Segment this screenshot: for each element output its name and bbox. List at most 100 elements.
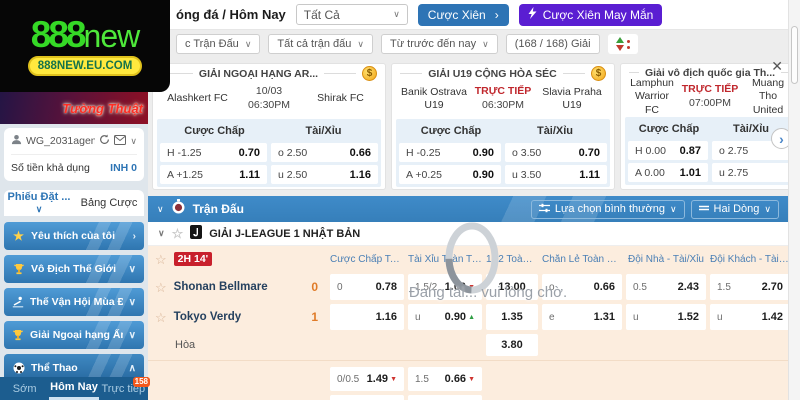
league-row[interactable]: ∨ ☆ GIẢI J-LEAGUE 1 NHẬT BẢN: [148, 222, 800, 246]
odds-cell[interactable]: u 2.75: [712, 163, 792, 182]
sidebar-item-world-cup[interactable]: Vô Địch Thế Giới ∨: [4, 255, 144, 283]
odds-cell[interactable]: 1.16: [330, 304, 404, 330]
chevron-down-icon: ∨: [393, 9, 400, 19]
table-row-secondline: 0/0.5 1.49 ▼ 1.5 0.66 ▼: [148, 365, 800, 393]
sidebar-item-indian-league[interactable]: Giải Ngoại hạng Ấn Độ ∨: [4, 321, 144, 349]
chevron-down-icon: ∨: [357, 38, 364, 49]
odds-cell[interactable]: 1.35: [486, 304, 538, 330]
odds-cell[interactable]: u 1.42: [710, 304, 790, 330]
odds-cell[interactable]: o 2.75: [712, 141, 792, 160]
odds-cell[interactable]: u 2.50 1.16: [271, 165, 378, 184]
odds-cell[interactable]: A 0.00 1.01: [628, 163, 708, 182]
odds-cell[interactable]: [330, 395, 404, 400]
tab-early[interactable]: Sớm: [12, 382, 37, 395]
sidebar-item-favorites[interactable]: ★ Yêu thích của tôi ›: [4, 222, 144, 250]
lucky-parlay-button[interactable]: Cược Xiên May Mắn: [518, 3, 663, 26]
odds-cell[interactable]: o 2.50 0.66: [271, 143, 378, 162]
chevron-right-icon: ›: [132, 230, 136, 242]
domain-pill: 888NEW.EU.COM: [27, 56, 143, 76]
match-schedule: TRỰC TIẾP 06:30PM: [474, 85, 532, 111]
filter-toolbar: c Trận Đấu ∨ Tất cả trận đấu ∨ Từ trước …: [148, 30, 800, 58]
odds-cell[interactable]: u 0.90 ▲: [408, 304, 482, 330]
odds-cell[interactable]: H -1.25 0.70: [160, 143, 267, 162]
league-logo-icon: [190, 225, 203, 242]
favorite-star-icon[interactable]: ☆: [155, 251, 167, 267]
all-matches-dropdown[interactable]: Tất cả trận đấu ∨: [268, 34, 373, 54]
chevron-down-icon[interactable]: ∨: [130, 135, 137, 146]
odds-cell[interactable]: 1.5 0.66 ▼: [408, 367, 482, 391]
line-mode-dropdown[interactable]: Hai Dòng ∨: [690, 199, 779, 219]
live-odds-table: ☆ 2H 14' Cược Chấp Toàn Tr... Tài Xỉu To…: [148, 246, 800, 400]
chevron-down-icon: ∨: [482, 38, 489, 49]
tab-ticket[interactable]: Phiếu Đặt ... ∨: [7, 191, 71, 214]
chevron-down-icon[interactable]: ∨: [157, 203, 164, 214]
overunder-header: Tài/Xỉu: [305, 125, 342, 137]
tab-today[interactable]: Hôm Nay: [49, 377, 99, 400]
table-row: ☆ Shonan Bellmare 0 0 0.78 1.5/2 1.00 ▼ 13.…: [148, 272, 800, 302]
odds-cell[interactable]: e 1.31: [542, 304, 622, 330]
away-team: Shirak FC: [317, 92, 364, 105]
scrollbar-thumb[interactable]: [791, 26, 798, 84]
column-header: Chẵn Lẻ Toàn Trận: [542, 253, 624, 265]
home-score: 0: [311, 280, 318, 294]
brand-logo[interactable]: 888new 888NEW.EU.COM: [0, 0, 170, 92]
match-type-dropdown[interactable]: c Trận Đấu ∨: [176, 34, 261, 54]
favorite-star-icon[interactable]: ☆: [155, 279, 167, 295]
section-title: Trận Đấu: [192, 202, 244, 216]
odds-cell[interactable]: A +1.25 1.11: [160, 165, 267, 184]
row-divider: [148, 360, 800, 361]
cards-next-button[interactable]: ›: [771, 128, 792, 149]
match-card[interactable]: GIẢI U19 CỘNG HÒA SÉC $ Banik Ostrava U1…: [391, 63, 615, 190]
odds-cell[interactable]: [408, 395, 482, 400]
home-team: Lamphun Warrior FC: [630, 77, 674, 116]
match-card[interactable]: Giải vô địch quốc gia Th... Lamphun Warr…: [620, 63, 800, 190]
vertical-scrollbar[interactable]: [788, 0, 800, 400]
sidebar-item-winter-games[interactable]: Thế Vận Hội Mùa Đông ∨: [4, 288, 144, 316]
balance-label: Số tiền khả dụng: [11, 162, 90, 174]
odds-cell[interactable]: 0.5 2.43: [626, 274, 706, 300]
away-score: 1: [311, 310, 318, 324]
refresh-icon[interactable]: [99, 134, 110, 148]
odds-cell[interactable]: H 0.00 0.87: [628, 141, 708, 160]
odds-cell[interactable]: o 0.66: [542, 274, 622, 300]
chevron-up-icon: ∧: [128, 362, 136, 374]
sort-button[interactable]: [607, 34, 638, 54]
card-league-title: GIẢI U19 CỘNG HÒA SÉC $: [392, 64, 614, 81]
odds-cell[interactable]: H -0.25 0.90: [399, 143, 501, 162]
close-icon[interactable]: ✕: [771, 58, 783, 74]
match-section-bar: ∨ Trận Đấu Lựa chọn bình thường ∨ Hai Dò…: [148, 196, 800, 222]
odds-cell[interactable]: o 3.50 0.70: [505, 143, 607, 162]
live-label: TRỰC TIẾP: [681, 83, 739, 96]
odds-cell[interactable]: A +0.25 0.90: [399, 165, 501, 184]
promo-banner[interactable]: Tường Thuật: [0, 92, 148, 124]
odds-up-icon: ▲: [468, 313, 475, 321]
favorite-star-icon[interactable]: ☆: [171, 226, 184, 241]
mail-icon[interactable]: [114, 134, 127, 148]
odds-cell[interactable]: 0 0.78: [330, 274, 404, 300]
favorite-star-icon[interactable]: ☆: [155, 309, 167, 325]
odds-cell[interactable]: 0/0.5 1.49 ▼: [330, 367, 404, 391]
lightning-icon: [528, 7, 537, 22]
time-range-dropdown[interactable]: Từ trước đến nay ∨: [381, 34, 498, 54]
tab-board[interactable]: Bảng Cược: [80, 197, 138, 209]
display-mode-dropdown[interactable]: Lựa chọn bình thường ∨: [530, 199, 685, 219]
balance-value: INH 0: [110, 162, 137, 174]
column-header: Đội Nhà - Tài/Xỉu: [628, 253, 704, 265]
tab-live[interactable]: Trực tiếp 158: [101, 377, 150, 395]
chevron-right-icon: ›: [494, 7, 499, 22]
match-card[interactable]: GIẢI NGOẠI HẠNG AR... $ Alashkert FC 10/…: [152, 63, 386, 190]
featured-cards: GIẢI NGOẠI HẠNG AR... $ Alashkert FC 10/…: [148, 58, 800, 196]
handicap-header: Cược Chấp: [420, 125, 482, 137]
odds-cell[interactable]: 3.80: [486, 334, 538, 356]
card-league-title: Giải vô địch quốc gia Th...: [621, 64, 799, 79]
user-icon: [11, 134, 22, 148]
odds-cell[interactable]: 1.5 2.70: [710, 274, 790, 300]
skier-icon: [12, 296, 24, 308]
sport-filter-select[interactable]: Tất Cả ∨: [295, 4, 408, 25]
odds-cell[interactable]: u 1.52: [626, 304, 706, 330]
logo-new: new: [83, 18, 141, 54]
breadcrumb: óng đá / Hôm Nay: [176, 7, 286, 22]
odds-cell[interactable]: 13.00: [486, 274, 538, 300]
odds-cell[interactable]: u 3.50 1.11: [505, 165, 607, 184]
parlay-button[interactable]: Cược Xiên ›: [417, 3, 509, 26]
